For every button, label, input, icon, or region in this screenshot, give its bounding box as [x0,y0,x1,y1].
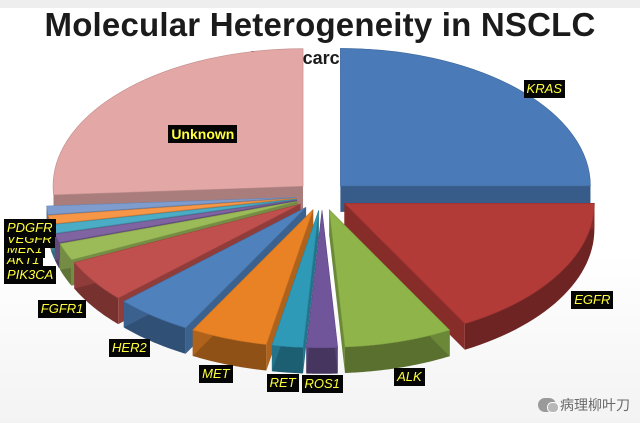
slice-top-ret [271,210,320,348]
slice-label-alk: ALK [394,368,425,387]
slice-egfr [343,202,595,350]
slice-label-unknown: Unknown [168,125,238,144]
slice-wall-egfr-1 [344,203,465,350]
slice-ret [271,210,320,374]
slice-side-egfr [464,203,595,350]
slice-ros1 [305,210,339,374]
slice-label-egfr: EGFR [571,290,614,309]
slice-wall-alk-1 [329,209,345,373]
slice-side-met [192,329,267,371]
slice-label-pik3ca: PIK3CA [4,266,57,285]
slice-label-ret: RET [266,373,299,392]
slice-label-met: MET [199,365,233,384]
slice-top-met [192,209,314,345]
slice-top-pik3ca [59,200,298,261]
slice-top-kras [340,48,591,187]
slice-wall-ret-0 [303,210,319,374]
slice-top-pdgfr [46,197,297,215]
slice-alk [328,208,451,373]
background-strip [0,0,640,8]
slice-side-ret [271,345,304,374]
slice-label-ros1: ROS1 [301,375,343,394]
slice-top-fgfr1 [73,203,301,299]
slice-top-unknown [52,48,304,196]
slice-label-kras: KRAS [523,80,565,99]
slice-met [192,209,314,371]
slice-label-fgfr1: FGFR1 [37,299,87,318]
watermark: 病理柳叶刀 [538,395,630,415]
wechat-icon [538,398,559,413]
slice-top-ros1 [305,210,339,349]
slice-side-ros1 [306,347,338,374]
slice-top-alk [328,208,451,348]
page-title: Molecular Heterogeneity in NSCLC [44,6,596,43]
slice-top-her2 [123,207,307,329]
slice-top-egfr [343,202,595,325]
slice-side-alk [344,330,450,373]
slice-label-pdgfr: PDGFR [4,218,56,237]
slice-label-her2: HER2 [109,339,150,358]
slice-kras [340,48,591,212]
watermark-text: 病理柳叶刀 [560,398,630,414]
